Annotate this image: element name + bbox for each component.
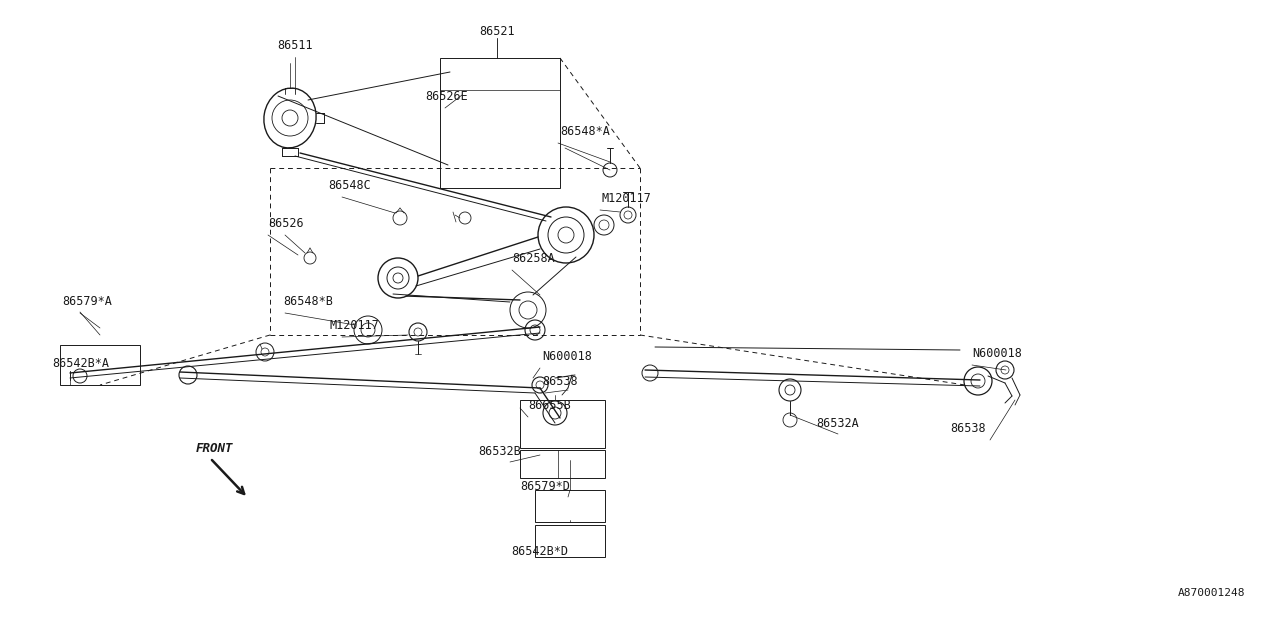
Text: 86538: 86538	[950, 422, 986, 435]
Text: N600018: N600018	[972, 347, 1021, 360]
Text: 86538: 86538	[541, 375, 577, 388]
Bar	[60, 345, 140, 385]
Bar	[440, 58, 561, 188]
Text: 86579*D: 86579*D	[520, 480, 570, 493]
Text: FRONT: FRONT	[196, 442, 233, 455]
Text: 86526E: 86526E	[425, 90, 467, 103]
Text: N600018: N600018	[541, 350, 591, 363]
Text: 86548C: 86548C	[328, 179, 371, 192]
Text: 86511: 86511	[278, 39, 312, 52]
Bar	[535, 490, 605, 522]
Bar	[520, 450, 605, 478]
Text: 86542B*D: 86542B*D	[512, 545, 568, 558]
Text: M120117: M120117	[330, 319, 380, 332]
Text: 86526: 86526	[268, 217, 303, 230]
Text: 86258A: 86258A	[512, 252, 554, 265]
Text: 86521: 86521	[479, 25, 515, 38]
Text: 86548*A: 86548*A	[561, 125, 609, 138]
Text: 86542B*A: 86542B*A	[52, 357, 109, 370]
Text: 86548*B: 86548*B	[283, 295, 333, 308]
Text: A870001248: A870001248	[1178, 588, 1245, 598]
Text: M120117: M120117	[602, 192, 652, 205]
Text: 86655B: 86655B	[529, 399, 571, 412]
Text: 86579*A: 86579*A	[61, 295, 111, 308]
Text: 86532A: 86532A	[817, 417, 859, 430]
Text: 86532B: 86532B	[479, 445, 521, 458]
Bar	[535, 525, 605, 557]
Bar	[520, 400, 605, 448]
